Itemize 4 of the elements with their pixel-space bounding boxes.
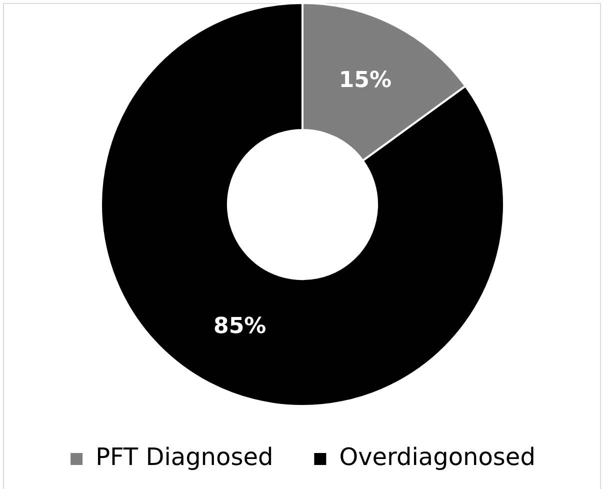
legend-label: PFT Diagnosed — [96, 443, 274, 472]
data-label: 85% — [214, 314, 266, 340]
legend-label: Overdiagonosed — [339, 443, 536, 472]
data-label: 15% — [338, 68, 392, 94]
